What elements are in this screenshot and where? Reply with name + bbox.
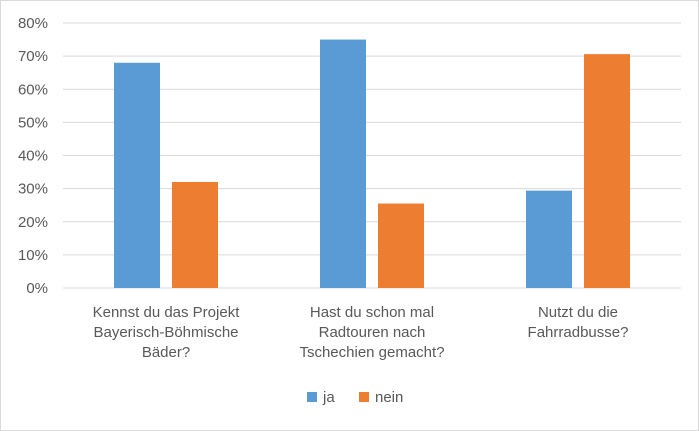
y-tick-label: 40% bbox=[18, 148, 48, 165]
legend-label: nein bbox=[375, 389, 403, 406]
y-tick-label: 0% bbox=[26, 280, 48, 297]
y-tick-label: 20% bbox=[18, 214, 48, 231]
y-tick-label: 30% bbox=[18, 181, 48, 198]
category-label: Radtouren nach bbox=[319, 324, 426, 341]
category-label: Bayerisch-Böhmische bbox=[93, 324, 238, 341]
y-tick-label: 50% bbox=[18, 114, 48, 131]
legend-swatch-nein bbox=[359, 392, 369, 402]
legend-swatch-ja bbox=[307, 392, 317, 402]
legend-label: ja bbox=[322, 389, 335, 406]
category-label: Hast du schon mal bbox=[310, 304, 434, 321]
category-label: Bäder? bbox=[142, 344, 190, 361]
y-tick-label: 80% bbox=[18, 15, 48, 32]
y-tick-label: 60% bbox=[18, 81, 48, 98]
bar-nein-1 bbox=[378, 203, 424, 288]
bar-ja-2 bbox=[526, 190, 572, 288]
category-label: Fahrradbusse? bbox=[528, 324, 629, 341]
category-label: Kennst du das Projekt bbox=[93, 304, 241, 321]
bar-ja-1 bbox=[320, 39, 366, 288]
bar-ja-0 bbox=[114, 62, 160, 288]
bar-nein-0 bbox=[172, 182, 218, 288]
category-label: Tschechien gemacht? bbox=[299, 344, 444, 361]
category-label: Nutzt du die bbox=[538, 304, 618, 321]
bar-nein-2 bbox=[584, 54, 630, 289]
y-tick-label: 70% bbox=[18, 48, 48, 65]
y-tick-label: 10% bbox=[18, 247, 48, 264]
